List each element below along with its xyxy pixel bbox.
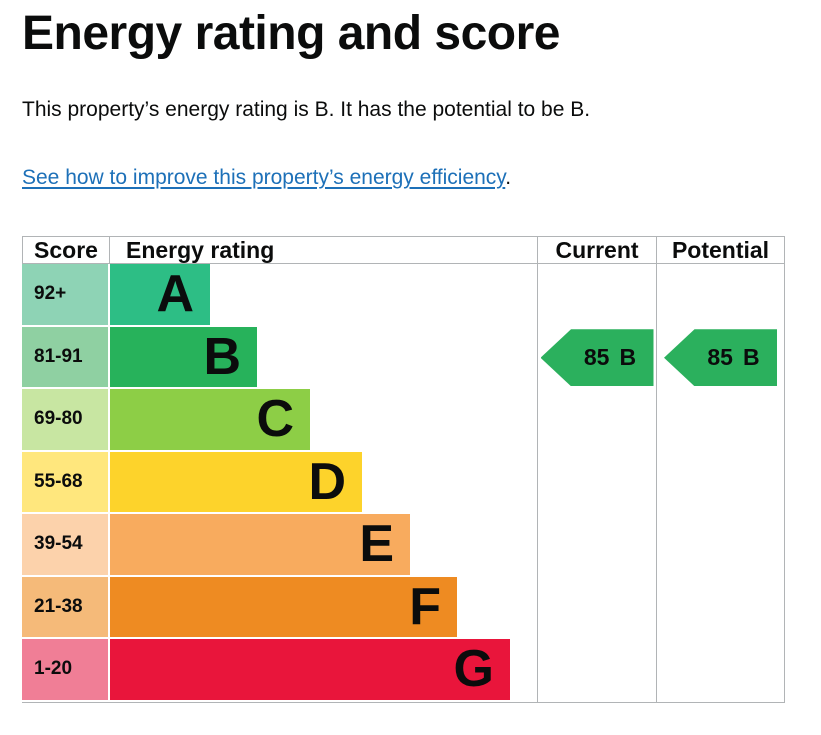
band-score-range: 39-54 — [22, 514, 110, 577]
band-letter: A — [156, 265, 194, 324]
band-bar: B — [110, 326, 257, 387]
rating-summary-text: This property’s energy rating is B. It h… — [22, 98, 591, 121]
potential-rating-arrow: 85 B — [664, 329, 777, 387]
potential-cell: 85 B — [657, 326, 785, 389]
epc-header-row: Score Energy rating Current Potential — [22, 236, 785, 264]
band-bar: E — [110, 514, 410, 575]
band-letter: D — [308, 452, 346, 511]
band-bar-cell: G — [110, 639, 537, 702]
band-bar-cell: C — [110, 389, 537, 452]
band-letter: B — [203, 327, 241, 386]
potential-band-letter: B — [742, 344, 760, 371]
page-title: Energy rating and score — [22, 7, 561, 60]
band-bar-cell: E — [110, 514, 537, 577]
band-letter: F — [409, 577, 441, 636]
epc-band-row: 1-20 G — [22, 639, 785, 702]
improve-link-row: See how to improve this property’s energ… — [22, 164, 785, 192]
band-letter: G — [453, 640, 494, 699]
column-header-potential: Potential — [657, 237, 785, 264]
potential-cell — [657, 576, 785, 639]
band-letter: C — [256, 390, 294, 449]
current-cell — [537, 514, 657, 577]
potential-cell — [657, 639, 785, 702]
current-cell — [537, 264, 657, 327]
band-score-range: 81-91 — [22, 326, 110, 389]
potential-cell — [657, 389, 785, 452]
band-letter: E — [359, 515, 394, 574]
band-bar-cell: F — [110, 576, 537, 640]
epc-band-row: 69-80 C — [22, 389, 785, 452]
current-cell — [537, 389, 657, 452]
epc-band-row: 81-91 B 85 B 85 B — [22, 326, 785, 390]
epc-band-row: 39-54 E — [22, 514, 785, 577]
band-bar-cell: D — [110, 451, 537, 515]
band-bar-cell: B — [110, 326, 537, 390]
epc-band-row: 92+ A — [22, 264, 785, 327]
current-cell — [537, 451, 657, 514]
improve-efficiency-link[interactable]: See how to improve this property’s energ… — [22, 166, 506, 189]
epc-band-row: 55-68 D — [22, 451, 785, 515]
current-cell — [537, 639, 657, 702]
band-bar: A — [110, 264, 210, 325]
link-suffix: . — [505, 166, 512, 189]
current-cell — [537, 576, 657, 639]
current-rating-arrow: 85 B — [540, 329, 654, 387]
column-header-energy-rating: Energy rating — [126, 237, 275, 263]
potential-score-value: 85 — [707, 344, 733, 371]
band-bar: C — [110, 389, 310, 450]
current-cell: 85 B — [537, 326, 657, 389]
band-score-range: 1-20 — [22, 639, 110, 702]
band-bar: F — [110, 576, 457, 637]
band-score-range: 55-68 — [22, 451, 110, 514]
epc-chart: Score Energy rating Current Potential 92… — [22, 236, 785, 703]
band-bar-cell: A — [110, 264, 537, 327]
epc-rows: 92+ A 81-91 B 85 B 85 B 69-80 C 55-68 — [22, 264, 785, 703]
band-bar: D — [110, 451, 362, 512]
column-header-current: Current — [537, 237, 657, 264]
potential-cell — [657, 451, 785, 514]
column-header-score: Score — [22, 237, 110, 264]
potential-cell — [657, 264, 785, 327]
current-band-letter: B — [619, 344, 637, 371]
epc-band-row: 21-38 F — [22, 576, 785, 640]
potential-cell — [657, 514, 785, 577]
band-score-range: 21-38 — [22, 576, 110, 639]
band-score-range: 92+ — [22, 264, 110, 327]
current-score-value: 85 — [583, 344, 610, 371]
band-bar: G — [110, 639, 510, 700]
band-score-range: 69-80 — [22, 389, 110, 452]
